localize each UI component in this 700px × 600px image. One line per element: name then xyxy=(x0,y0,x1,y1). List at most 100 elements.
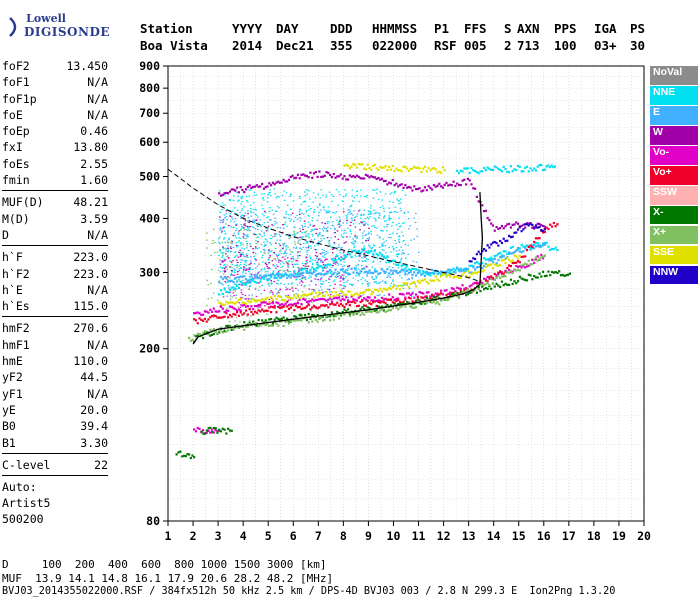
echo-point xyxy=(289,276,292,279)
param-row: foF1 N/A xyxy=(2,74,108,90)
echo-noise-point xyxy=(311,301,313,304)
echo-point xyxy=(189,339,192,342)
echo-point xyxy=(339,173,342,176)
echo-noise-point xyxy=(318,258,321,260)
echo-point xyxy=(237,298,240,301)
param-name: M(D) xyxy=(2,211,30,226)
echo-point xyxy=(368,167,371,170)
echo-noise-point xyxy=(335,260,337,262)
echo-point xyxy=(248,279,251,282)
echo-point xyxy=(440,299,443,302)
echo-noise-point xyxy=(273,258,275,260)
hdr-label-10: IGA xyxy=(594,21,617,36)
echo-point xyxy=(511,282,514,285)
echo-noise-point xyxy=(355,265,357,267)
echo-noise-point xyxy=(216,251,219,253)
echo-noise-point xyxy=(366,196,368,198)
echo-point xyxy=(491,241,495,244)
echo-point xyxy=(244,188,248,191)
echo-noise-point xyxy=(403,211,406,213)
echo-point xyxy=(504,167,507,171)
echo-point xyxy=(388,272,391,275)
echo-noise-point xyxy=(368,227,370,229)
echo-noise-point xyxy=(291,257,293,259)
echo-noise-point xyxy=(219,216,221,218)
echo-point xyxy=(302,293,305,296)
echo-noise-point xyxy=(379,236,381,238)
echo-point xyxy=(411,292,414,295)
echo-point xyxy=(244,305,248,308)
echo-point xyxy=(329,173,332,177)
echo-noise-point xyxy=(250,260,252,262)
echo-point xyxy=(368,296,371,299)
echo-point xyxy=(205,431,208,434)
legend-item-x: X- xyxy=(650,205,698,225)
echo-point xyxy=(216,332,219,335)
echo-point xyxy=(432,296,436,299)
echo-point xyxy=(515,282,518,285)
echo-noise-point xyxy=(301,304,304,306)
echo-point xyxy=(508,268,511,271)
echo-point xyxy=(321,315,325,318)
echo-point xyxy=(355,271,359,274)
echo-noise-point xyxy=(321,248,324,250)
echo-point xyxy=(463,267,466,270)
echo-point xyxy=(389,168,393,171)
echo-noise-point xyxy=(237,283,240,286)
echo-point xyxy=(355,166,359,169)
echo-noise-point xyxy=(350,217,353,220)
echo-noise-point xyxy=(221,256,223,258)
echo-noise-point xyxy=(345,232,347,234)
echo-point xyxy=(461,273,464,276)
echo-noise-point xyxy=(332,195,334,198)
echo-noise-point xyxy=(306,265,308,267)
echo-point xyxy=(454,271,457,274)
echo-noise-point xyxy=(384,261,387,263)
echo-point xyxy=(212,426,216,430)
echo-noise-point xyxy=(206,247,208,249)
echo-noise-point xyxy=(413,238,415,240)
echo-point xyxy=(533,247,536,250)
echo-noise-point xyxy=(308,284,311,286)
echo-noise-point xyxy=(302,297,305,299)
echo-point xyxy=(479,170,482,173)
echo-noise-point xyxy=(299,230,302,232)
echo-point xyxy=(228,280,232,283)
echo-point xyxy=(246,323,249,326)
echo-noise-point xyxy=(342,222,344,224)
echo-noise-point xyxy=(242,269,245,271)
echo-noise-point xyxy=(358,200,360,203)
echo-point xyxy=(520,230,523,233)
echo-point xyxy=(515,249,518,252)
echo-noise-point xyxy=(342,208,345,210)
echo-point xyxy=(568,272,572,275)
echo-noise-point xyxy=(242,214,244,216)
param-name: fxI xyxy=(2,140,23,155)
echo-noise-point xyxy=(235,224,238,226)
echo-point xyxy=(268,182,271,185)
echo-point xyxy=(497,252,500,255)
echo-noise-point xyxy=(319,261,322,263)
echo-noise-point xyxy=(368,238,370,240)
echo-noise-point xyxy=(299,220,301,222)
echo-noise-point xyxy=(255,219,258,221)
echo-noise-point xyxy=(271,302,273,304)
echo-point xyxy=(282,274,285,278)
echo-noise-point xyxy=(268,192,270,194)
echo-noise-point xyxy=(247,264,250,266)
echo-point xyxy=(540,275,543,278)
echo-point xyxy=(236,323,239,327)
echo-noise-point xyxy=(412,260,415,262)
echo-point xyxy=(221,316,224,319)
echo-point xyxy=(425,272,428,275)
echo-point xyxy=(391,164,394,168)
echo-point xyxy=(414,300,418,303)
echo-noise-point xyxy=(320,253,323,255)
echo-noise-point xyxy=(317,259,320,261)
echo-point xyxy=(440,275,443,278)
echo-noise-point xyxy=(268,310,271,312)
echo-point xyxy=(488,283,491,286)
echo-noise-point xyxy=(237,306,240,308)
echo-point xyxy=(554,270,557,274)
echo-point xyxy=(302,271,305,274)
